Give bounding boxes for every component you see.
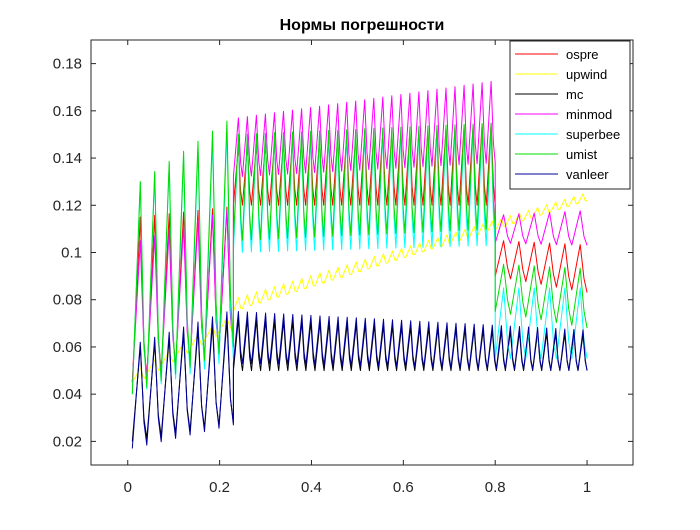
- x-axis: 0 0.2 0.4 0.6 0.8 1: [124, 40, 591, 496]
- y-tick-label: 0.04: [53, 386, 82, 403]
- legend-label-mc: mc: [566, 87, 584, 102]
- legend-label-superbee: superbee: [566, 127, 620, 142]
- y-tick-label: 0.12: [53, 197, 82, 214]
- legend-label-ospre: ospre: [566, 47, 599, 62]
- series-line-vanleer: [131, 311, 588, 449]
- series-line-umist: [131, 120, 588, 395]
- legend-label-vanleer: vanleer: [566, 167, 609, 182]
- x-tick-label: 0: [124, 479, 132, 496]
- x-tick-label: 1: [583, 479, 591, 496]
- legend-label-upwind: upwind: [566, 67, 607, 82]
- y-tick-label: 0.08: [53, 292, 82, 309]
- legend: ospre upwind mc minmod superbee umist vanleer: [509, 40, 631, 190]
- series-layer: [131, 80, 588, 449]
- legend-label-umist: umist: [566, 147, 597, 162]
- legend-label-minmod: minmod: [566, 107, 612, 122]
- y-axis: 0.02 0.04 0.06 0.08 0.1 0.12 0.14 0.16 0.18: [53, 56, 633, 450]
- y-tick-label: 0.06: [53, 339, 82, 356]
- y-tick-label: 0.14: [53, 150, 82, 167]
- y-tick-label: 0.1: [61, 245, 82, 262]
- y-tick-label: 0.16: [53, 103, 82, 120]
- y-tick-label: 0.02: [53, 433, 82, 450]
- x-tick-label: 0.8: [485, 479, 506, 496]
- legend-box: [509, 40, 631, 190]
- x-tick-label: 0.2: [209, 479, 230, 496]
- y-tick-label: 0.18: [53, 56, 82, 73]
- x-tick-label: 0.4: [301, 479, 322, 496]
- chart-title: Нормы погрешности: [280, 17, 445, 34]
- x-tick-label: 0.6: [393, 479, 414, 496]
